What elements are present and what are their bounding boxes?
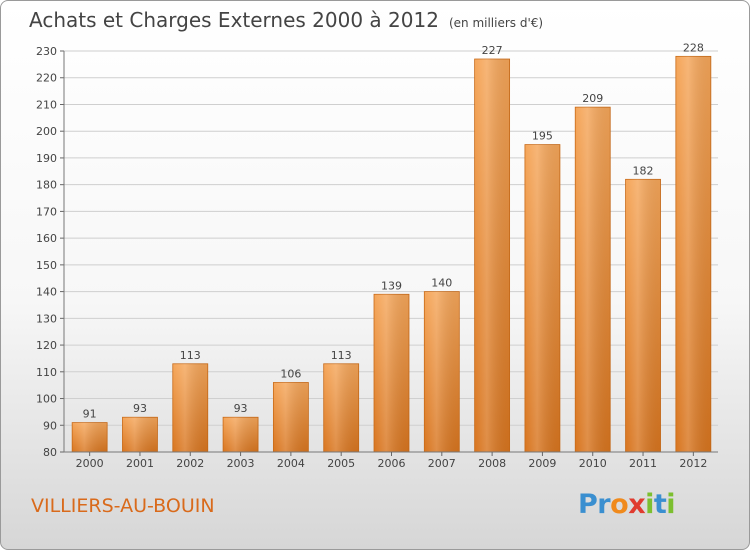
y-tick-label: 220: [36, 72, 57, 85]
data-label: 195: [532, 130, 553, 143]
bar-shine: [575, 107, 611, 452]
data-label: 140: [431, 277, 452, 290]
proxiti-logo: Proxiti: [578, 489, 676, 520]
data-label: 228: [683, 41, 704, 54]
data-label: 182: [633, 164, 654, 177]
logo-letter: o: [610, 489, 629, 520]
y-tick-label: 170: [36, 205, 57, 218]
bar-shine: [524, 144, 560, 453]
x-axis: 2000 2001 2002 2003 2004 2005 2006 2007 2008 2009…: [64, 451, 718, 470]
bar-shine: [172, 363, 208, 452]
x-tick-label: 2003: [227, 457, 255, 470]
bar-shine: [122, 417, 158, 452]
data-label: 106: [280, 367, 301, 380]
y-tick-label: 230: [36, 45, 57, 58]
data-label: 113: [331, 349, 352, 362]
y-axis: 80 90 100 110 120 130 140 150 160 170 180 190 200 210…: [36, 45, 65, 459]
x-tick-label: 2011: [629, 457, 657, 470]
y-tick-label: 140: [36, 286, 57, 299]
bar-shine: [374, 294, 409, 452]
y-tick-label: 200: [36, 125, 57, 138]
logo-letter: x: [628, 489, 646, 520]
data-label: 209: [582, 92, 603, 105]
x-tick-label: 2000: [76, 457, 104, 470]
chart-title: Achats et Charges Externes 2000 à 2012 (e…: [29, 8, 543, 32]
value-labels: 91 93 113 93 106 113 139 140 227 195 209 182 228: [83, 41, 704, 420]
x-tick-label: 2001: [126, 457, 154, 470]
x-tick-label: 2005: [327, 457, 355, 470]
y-tick-label: 130: [36, 312, 57, 325]
y-tick-label: 100: [36, 393, 57, 406]
bar-shine: [675, 56, 711, 452]
y-tick-label: 190: [36, 152, 57, 165]
y-tick-label: 80: [43, 446, 57, 459]
commune-name: VILLIERS-AU-BOUIN: [31, 495, 215, 517]
y-tick-label: 160: [36, 232, 57, 245]
bar-shine: [323, 363, 359, 452]
y-tick-label: 120: [36, 339, 57, 352]
bar-shine: [223, 417, 259, 452]
y-tick-label: 210: [36, 98, 57, 111]
y-tick-label: 90: [43, 419, 57, 432]
logo-letter: P: [578, 489, 598, 520]
bars: [71, 55, 712, 453]
x-tick-label: 2008: [478, 457, 506, 470]
x-tick-label: 2004: [277, 457, 305, 470]
data-label: 227: [482, 44, 503, 57]
logo-letter: i: [666, 489, 676, 520]
bar-shine: [273, 382, 309, 452]
bar-shine: [72, 422, 108, 452]
bar-shine: [424, 291, 460, 452]
data-label: 113: [180, 349, 201, 362]
x-tick-label: 2009: [528, 457, 556, 470]
chart-title-text: Achats et Charges Externes 2000 à 2012: [29, 8, 439, 32]
bar-shine: [474, 59, 510, 453]
data-label: 93: [234, 402, 248, 415]
y-tick-label: 110: [36, 366, 57, 379]
data-label: 139: [381, 279, 402, 292]
x-tick-label: 2012: [679, 457, 707, 470]
y-tick-label: 180: [36, 179, 57, 192]
x-tick-label: 2010: [579, 457, 607, 470]
y-tick-label: 150: [36, 259, 57, 272]
unit-note: (en milliers d'€): [448, 16, 544, 30]
x-tick-label: 2006: [378, 457, 406, 470]
logo-letter: r: [597, 489, 611, 520]
data-label: 91: [83, 408, 97, 421]
bar-chart: 8090100110120130140150160170180190200210…: [36, 41, 718, 470]
logo-letter: i: [645, 489, 654, 520]
x-tick-label: 2007: [428, 457, 456, 470]
data-label: 93: [133, 402, 147, 415]
x-tick-label: 2002: [176, 457, 204, 470]
bar-shine: [625, 179, 661, 452]
logo-letter: t: [653, 489, 667, 520]
